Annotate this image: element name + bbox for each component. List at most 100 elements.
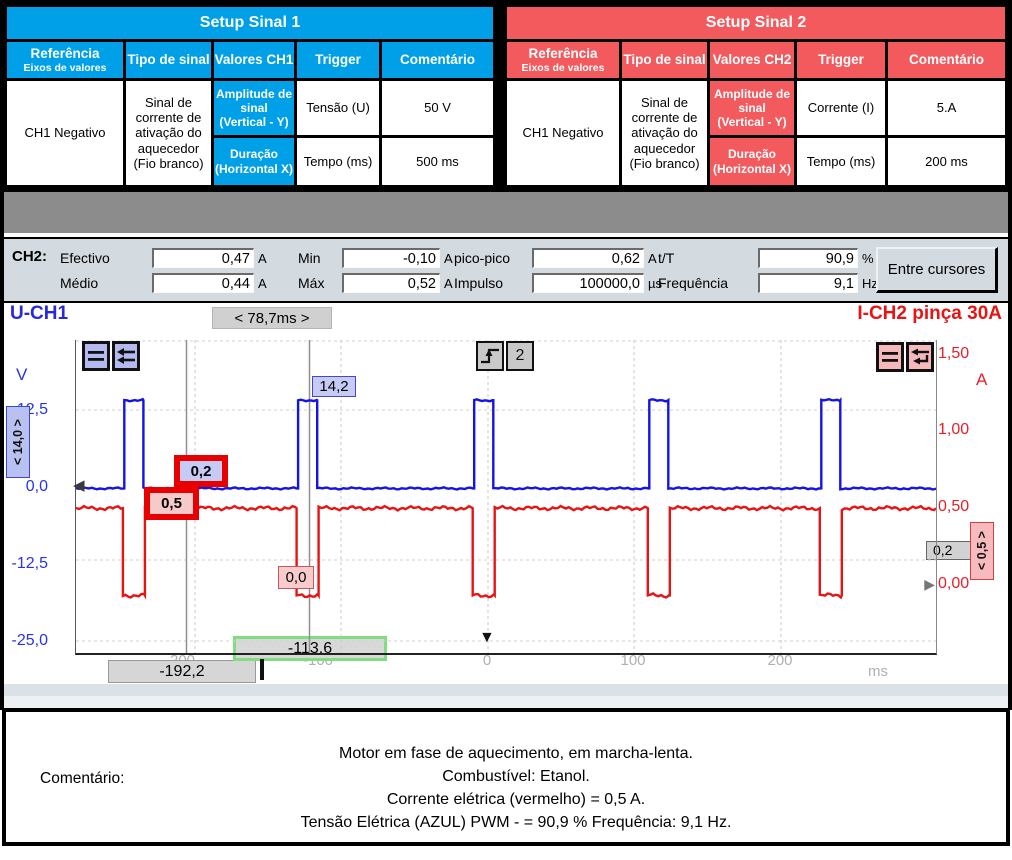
trace-ch1-blue bbox=[76, 396, 936, 491]
waveform-plot: 2 ◀ ▼ ▶ 14,2 bbox=[73, 340, 937, 655]
measurement-value-min: -0,10 bbox=[342, 248, 440, 268]
measurement-label-frequencia: Frequência bbox=[658, 275, 729, 291]
column-header-tipo: Tipo de sinal bbox=[126, 42, 211, 78]
ch2-trace-menu[interactable] bbox=[876, 342, 934, 372]
column-header-comentario: Comentário bbox=[888, 42, 1005, 78]
table-cell-trigger: CH1 Negativo bbox=[7, 81, 123, 185]
move-left-icon[interactable] bbox=[112, 341, 140, 371]
measurement-unit: % bbox=[862, 251, 874, 266]
x-axis-unit: ms bbox=[868, 663, 888, 680]
measurement-label-medio: Médio bbox=[60, 275, 99, 291]
header-line: Referência bbox=[30, 45, 100, 61]
table-title: Setup Sinal 1 bbox=[7, 7, 493, 39]
column-header-trigger: Trigger bbox=[797, 42, 885, 78]
frame-left bbox=[0, 192, 4, 710]
comment-label: Comentário: bbox=[40, 770, 125, 787]
comment-line: Corrente elétrica (vermelho) = 0,5 A. bbox=[386, 791, 646, 808]
row-header-line: Amplitude de sinal bbox=[713, 86, 790, 115]
channel-label: CH2: bbox=[12, 248, 48, 265]
setup-sinal-2-table: Setup Sinal 2 Referência Eixos de valore… bbox=[504, 4, 1008, 188]
row-header-subline: (Horizontal X) bbox=[215, 161, 293, 176]
ch2-trace-title: I-CH2 pinça 30A bbox=[857, 303, 1002, 324]
measurement-unit: A bbox=[648, 251, 657, 266]
cursor1-handle-tick[interactable] bbox=[260, 659, 264, 680]
row-header-amplitude: Amplitude de sinal (Vertical - Y) bbox=[214, 81, 294, 135]
x-axis-tick: 0 bbox=[482, 652, 492, 669]
scope-chart-panel: U-CH1 < 78,7ms > I-CH2 pinça 30A V 12,5 … bbox=[4, 303, 1008, 684]
table-cell-valor-2: 200 ms bbox=[888, 138, 1005, 185]
table-cell-tipo-1: Corrente (I) bbox=[797, 81, 885, 135]
row-header-subline: (Horizontal X) bbox=[713, 161, 791, 176]
row-header-amplitude: Amplitude de sinal (Vertical - Y) bbox=[710, 81, 794, 135]
cursor1-readout-box[interactable]: -192,2 bbox=[108, 660, 256, 683]
entre-cursores-button[interactable]: Entre cursores bbox=[876, 247, 998, 293]
hamburger-icon bbox=[88, 351, 104, 361]
row-header-duracao: Duração (Horizontal X) bbox=[214, 138, 294, 185]
ch1-trace-menu[interactable] bbox=[82, 341, 140, 371]
comment-line: Combustível: Etanol. bbox=[442, 768, 590, 785]
frame-right bbox=[1008, 192, 1012, 710]
table-cell-comentario: Sinal de corrente de ativação do aqueced… bbox=[126, 81, 211, 185]
measurement-value-frequencia: 9,1 bbox=[758, 273, 858, 293]
trigger-edge-icon[interactable] bbox=[476, 341, 504, 371]
comment-line: Motor em fase de aquecimento, em marcha-… bbox=[339, 745, 693, 762]
return-arrows-icon bbox=[911, 348, 929, 365]
measurement-unit: A bbox=[444, 251, 453, 266]
table-cell-trigger: CH1 Negativo bbox=[507, 81, 619, 185]
table-cell-tipo-1: Tensão (U) bbox=[297, 81, 379, 135]
double-left-arrow-icon bbox=[117, 348, 135, 364]
menu-icon[interactable] bbox=[876, 342, 904, 372]
table-cell-tipo-2: Tempo (ms) bbox=[797, 138, 885, 185]
trigger-channel-box[interactable]: 2 bbox=[506, 341, 534, 371]
column-header-trigger: Trigger bbox=[297, 42, 379, 78]
right-axis-tick: 0,50 bbox=[938, 498, 970, 515]
measurement-value-tt: 90,9 bbox=[758, 248, 858, 268]
trigger-time-marker-icon[interactable]: ▼ bbox=[479, 629, 495, 646]
left-axis-tick: -12,5 bbox=[11, 555, 48, 572]
measurement-value-medio: 0,44 bbox=[152, 273, 254, 293]
measurement-label-min: Min bbox=[298, 250, 321, 266]
ch2-range-handle[interactable]: < 0,5 > bbox=[970, 522, 994, 580]
measurement-label-picopico: pico-pico bbox=[454, 250, 511, 266]
row-header-subline: (Vertical - Y) bbox=[717, 115, 787, 130]
table-cell-valor-1: 50 V bbox=[382, 81, 493, 135]
trace-ch2-red bbox=[76, 504, 936, 600]
swap-icon[interactable] bbox=[906, 342, 934, 372]
ch2-cursor-level-box[interactable]: 0,2 bbox=[926, 541, 974, 560]
measurement-label-impulso: Impulso bbox=[454, 275, 504, 291]
separator-band bbox=[4, 192, 1008, 233]
x-axis-tick: 100 bbox=[620, 652, 646, 669]
measurement-label-efectivo: Efectivo bbox=[60, 250, 110, 266]
measurement-unit: A bbox=[258, 251, 267, 266]
ch1-zero-marker-icon[interactable]: ◀ bbox=[73, 477, 85, 494]
left-axis-tick: -25,0 bbox=[11, 632, 48, 649]
right-axis-unit: A bbox=[976, 370, 988, 389]
right-axis-tick: 1,00 bbox=[938, 421, 970, 438]
measurement-value-impulso: 100000,0 bbox=[532, 273, 644, 293]
measurement-label-max: Máx bbox=[298, 275, 325, 291]
hamburger-icon bbox=[882, 352, 898, 362]
left-axis-tick: 0,0 bbox=[25, 478, 48, 495]
timebase-box[interactable]: < 78,7ms > bbox=[212, 307, 332, 329]
measurement-unit: Hz bbox=[862, 276, 878, 291]
left-axis-unit: V bbox=[16, 365, 28, 384]
row-header-line: Duração bbox=[229, 147, 279, 162]
peak-voltage-label: 14,2 bbox=[312, 376, 356, 397]
rising-edge-icon bbox=[481, 348, 499, 364]
right-axis-tick: 1,50 bbox=[938, 345, 970, 362]
table-cell-tipo-2: Tempo (ms) bbox=[297, 138, 379, 185]
ch2-zero-marker-icon[interactable]: ▶ bbox=[924, 576, 935, 592]
row-header-line: Duração bbox=[727, 147, 777, 162]
setup-sinal-1-table: Setup Sinal 1 Referência Eixos de valore… bbox=[4, 4, 496, 188]
row-header-line: Amplitude de sinal bbox=[215, 86, 292, 115]
trigger-control[interactable]: 2 bbox=[476, 341, 534, 371]
header-subline: Eixos de valores bbox=[23, 61, 107, 74]
table-cell-comentario: Sinal de corrente de ativação do aqueced… bbox=[622, 81, 707, 185]
ch1-range-handle[interactable]: < 14,0 > bbox=[6, 406, 30, 478]
measurements-panel: CH2: Efectivo 0,47 A Médio 0,44 A Min -0… bbox=[4, 237, 1008, 303]
row-header-subline: (Vertical - Y) bbox=[219, 115, 289, 130]
menu-icon[interactable] bbox=[82, 341, 110, 371]
table-cell-valor-2: 500 ms bbox=[382, 138, 493, 185]
measurement-unit: A bbox=[258, 276, 267, 291]
